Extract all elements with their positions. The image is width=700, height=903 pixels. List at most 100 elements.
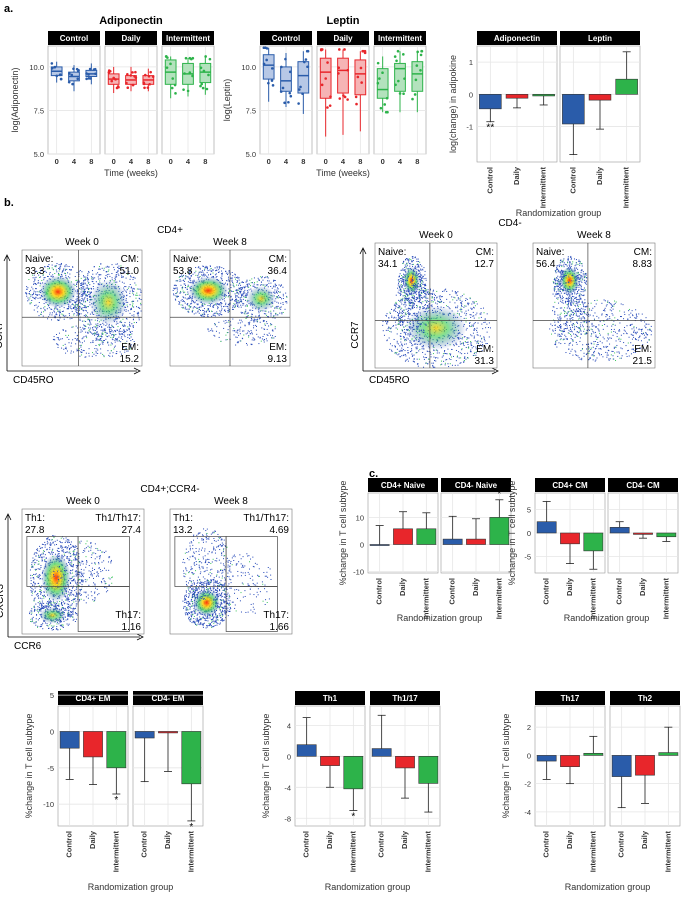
significance-marker: *	[351, 812, 355, 823]
box	[85, 63, 98, 85]
gate-name: CM:	[634, 247, 652, 258]
facet-label: Daily	[333, 34, 353, 43]
gate-name: Naive:	[536, 247, 564, 258]
x-tick-label: 8	[203, 157, 207, 166]
x-tick-label: Intermittent	[539, 166, 548, 208]
flow-title-cd4pos: CD4+	[157, 225, 183, 236]
flow-plot: Week 0 Th1:27.8 Th1/Th17:27.4 Th17:1.16	[21, 496, 145, 635]
bar	[395, 756, 415, 799]
significance-marker: *	[497, 489, 501, 500]
y-axis-label: log(change) in adipokine	[448, 55, 458, 153]
gate-value: 4.69	[270, 525, 290, 536]
box	[354, 49, 367, 132]
box	[107, 66, 120, 94]
flow-events	[29, 535, 113, 631]
facet-label: Control	[272, 34, 300, 43]
flow-week-label: Week 0	[419, 230, 453, 241]
gate-value: 1.16	[122, 622, 142, 633]
y-axis-label: %change in T cell subtype	[24, 714, 34, 819]
x-tick-label: Daily	[595, 166, 604, 185]
x-tick-label: 4	[398, 157, 403, 166]
box	[142, 68, 155, 92]
gate-name: Th17:	[263, 610, 289, 621]
bar	[611, 755, 632, 809]
x-tick-label: Intermittent	[588, 830, 597, 872]
x-axis-label: Randomization group	[397, 613, 483, 623]
y-tick-label: -5	[524, 553, 531, 562]
flow-title-ccr4neg: CD4+;CCR4-	[140, 484, 199, 495]
bar	[532, 94, 555, 106]
gate-value: 12.7	[475, 259, 495, 270]
facet-label: Daily	[121, 34, 141, 43]
chart-title: Leptin	[327, 15, 360, 27]
y-tick-label: 1	[469, 58, 473, 67]
gate-name: Th1/Th17:	[243, 513, 289, 524]
y-tick-label: 7.5	[34, 106, 44, 115]
flow-week-label: Week 8	[214, 496, 248, 507]
x-tick-label: Daily	[398, 577, 407, 596]
y-tick-label: -5	[47, 764, 54, 773]
flow-plot: Week 8 Naive:53.8 CM:36.4 EM:9.13	[169, 237, 291, 367]
flow-events	[382, 256, 491, 368]
chart-0: Adiponectin 5.0 7.5 10.0 log(Adiponectin) Con…	[10, 15, 215, 178]
x-tick-label: Control	[140, 831, 149, 858]
flow-week-label: Week 0	[65, 237, 99, 248]
flow-y-label: CXCR3	[0, 584, 6, 618]
bar	[296, 717, 317, 757]
x-tick-label: Intermittent	[421, 577, 430, 619]
y-tick-label: 4	[287, 721, 291, 730]
box	[50, 61, 63, 83]
flow-plot: Week 8 Th1:13.2 Th1/Th17:4.69 Th17:1.66	[169, 496, 293, 635]
bar	[134, 731, 155, 783]
panel-label-c: c.	[369, 468, 378, 480]
bar	[609, 521, 630, 534]
gate-value: 13.2	[173, 525, 193, 536]
y-tick-label: 0	[287, 752, 291, 761]
x-tick-label: Intermittent	[494, 577, 503, 619]
x-tick-label: 8	[415, 157, 419, 166]
chart-7: -4 -2 0 2 %change in T cell subtype Th17 Contr…	[501, 691, 681, 892]
gate-name: Naive:	[173, 254, 201, 265]
gate-name: CM:	[476, 247, 494, 258]
x-tick-label: 0	[267, 157, 271, 166]
facet-label: CD4- Naive	[455, 481, 498, 490]
facet-label: Th17	[561, 694, 580, 703]
bar	[489, 499, 510, 545]
x-tick-label: 8	[146, 157, 150, 166]
gate-value: 53.8	[173, 266, 193, 277]
bar	[466, 518, 486, 545]
x-tick-label: Intermittent	[423, 830, 432, 872]
x-tick-label: 8	[89, 157, 93, 166]
y-tick-label: -10	[353, 568, 364, 577]
facet-strip: CD4+ CM	[535, 478, 605, 492]
panel-label-a: a.	[4, 3, 13, 15]
bar	[59, 731, 80, 780]
y-tick-label: 0	[469, 90, 473, 99]
x-axis-label: Randomization group	[516, 208, 602, 218]
box	[125, 66, 138, 92]
x-tick-label: Daily	[400, 830, 409, 849]
x-axis-label: Time (weeks)	[104, 168, 158, 178]
panel-label-b: b.	[4, 197, 14, 209]
facet-strip: CD4+ EM	[58, 691, 128, 705]
bar	[106, 731, 127, 795]
facet-strip: Th1	[295, 691, 365, 705]
bar	[369, 525, 390, 546]
facet-label: CD4+ CM	[552, 481, 588, 490]
facet-label: CD4- EM	[152, 694, 185, 703]
x-tick-label: Control	[302, 831, 311, 858]
y-tick-label: 5.0	[246, 150, 256, 159]
x-tick-label: 4	[72, 157, 77, 166]
facet-strip: Control	[48, 31, 100, 45]
facet-label: CD4+ Naive	[381, 481, 426, 490]
gate-name: EM:	[121, 342, 139, 353]
box	[411, 49, 424, 113]
box	[199, 55, 212, 95]
x-tick-label: Intermittent	[622, 166, 631, 208]
gate-value: 34.1	[378, 259, 398, 270]
chart-3: -10 0 10 %change in T cell subtype CD4+ Naiv…	[338, 478, 512, 623]
x-axis-label: Randomization group	[88, 882, 174, 892]
significance-marker: *	[114, 795, 118, 806]
facet-label: Adiponectin	[494, 34, 540, 43]
